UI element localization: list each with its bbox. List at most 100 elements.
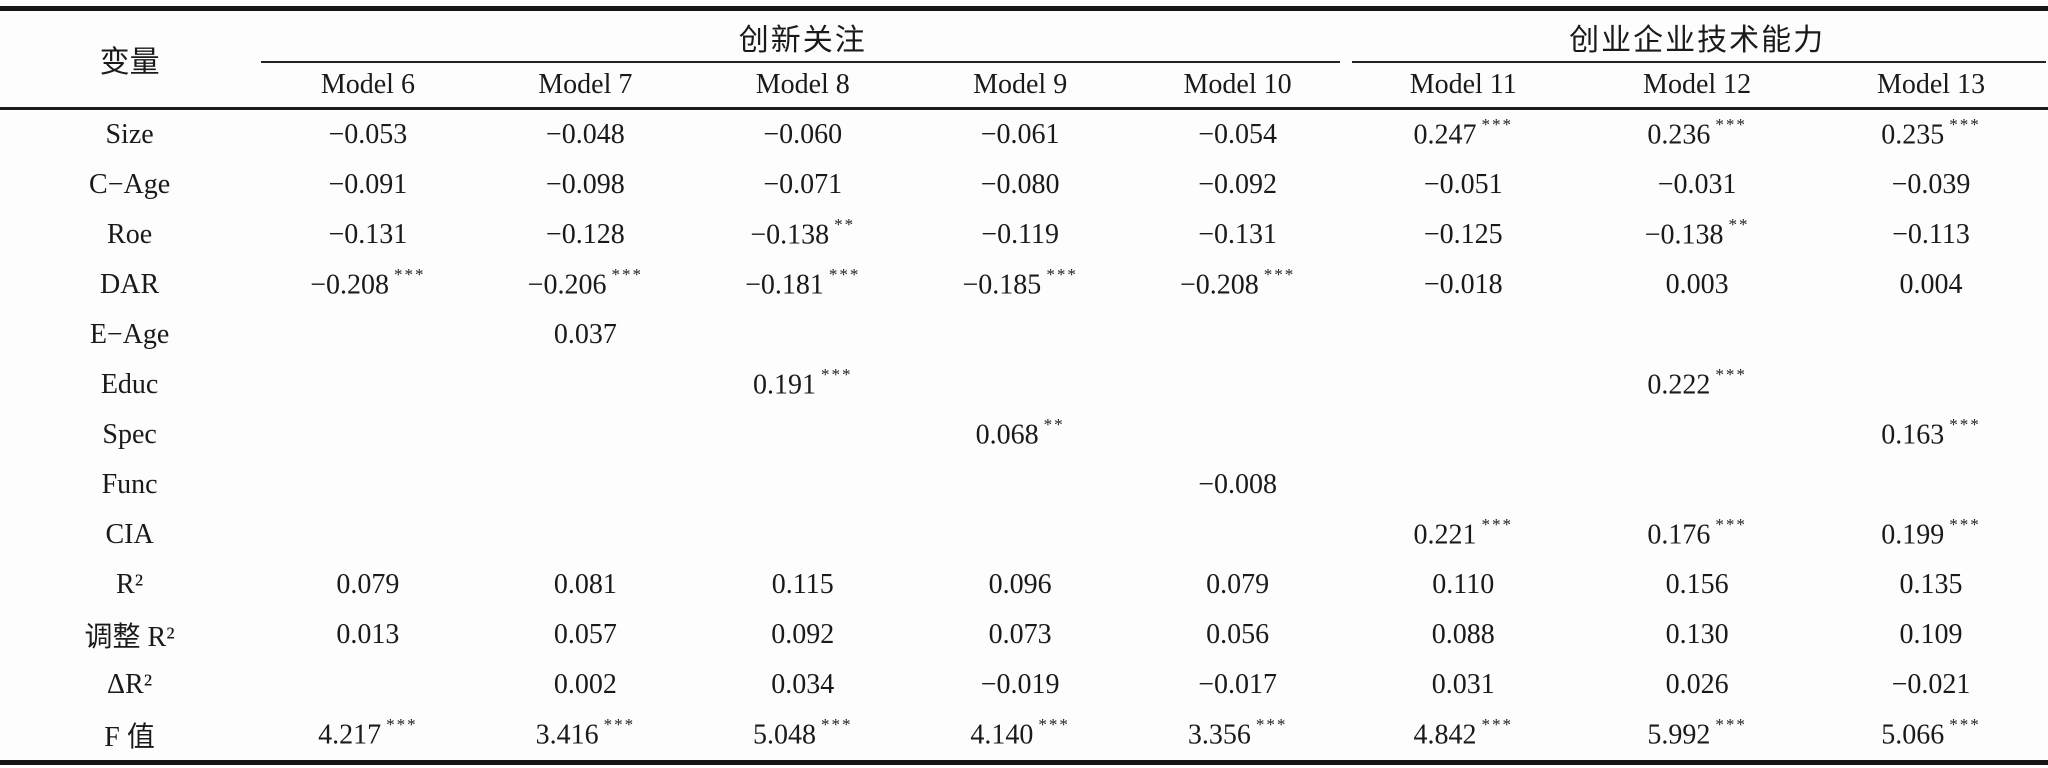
- significance-stars: ***: [820, 715, 853, 735]
- significance-stars: ***: [1949, 415, 1981, 435]
- value-cell: [259, 360, 476, 410]
- row-label: Size: [105, 119, 154, 150]
- value-cell: 0.079: [1206, 569, 1270, 600]
- value-cell: 0.068 **: [975, 415, 1065, 451]
- significance-stars: ***: [1715, 715, 1747, 735]
- value-cell: 0.092: [771, 619, 835, 650]
- table-header: 变量 创新关注 创业企业技术能力 Model 6 Model 7 Model 8…: [0, 8, 2048, 110]
- row-label: Educ: [100, 369, 159, 400]
- group-header-tech-capability: 创业企业技术能力: [1346, 9, 2048, 63]
- table-row: Educ 0.191 *** 0.222 ***: [0, 360, 2048, 410]
- group-header-row: 变量 创新关注 创业企业技术能力: [0, 8, 2048, 110]
- group-header-label: 创新关注: [738, 24, 867, 57]
- value-cell: [1346, 460, 1580, 510]
- row-label: Func: [101, 469, 158, 500]
- row-label: E−Age: [89, 319, 170, 350]
- model-header: Model 9: [911, 63, 1129, 110]
- value-cell: −0.021: [1891, 669, 1971, 700]
- value-cell: [1346, 360, 1580, 410]
- value-cell: 0.037: [553, 319, 617, 350]
- value-cell: −0.053: [328, 119, 408, 150]
- value-cell: [259, 460, 476, 510]
- group-underline: [1352, 61, 2046, 63]
- value-cell: 0.088: [1431, 619, 1495, 650]
- value-cell: −0.113: [1892, 219, 1970, 250]
- value-cell: 0.081: [553, 569, 617, 600]
- value-cell: −0.017: [1198, 669, 1277, 700]
- value-cell: [1129, 410, 1346, 460]
- value-cell: 0.163 ***: [1881, 415, 1981, 451]
- row-label: C−Age: [89, 169, 171, 200]
- row-label: Spec: [102, 419, 157, 450]
- value-cell: 0.003: [1665, 269, 1729, 300]
- value-cell: [911, 360, 1128, 410]
- table-row: C−Age −0.091 −0.098 −0.071 −0.080 −0.092 −0.05…: [0, 160, 2048, 210]
- value-cell: 0.096: [988, 569, 1052, 600]
- value-cell: 0.057: [553, 619, 617, 650]
- value-cell: [1580, 410, 1814, 460]
- table-row: Spec 0.068 ** 0.163 ***: [0, 410, 2048, 460]
- value-cell: −0.092: [1198, 169, 1277, 200]
- value-cell: 0.236 ***: [1647, 115, 1747, 151]
- group-header-label: 创业企业技术能力: [1569, 24, 1826, 57]
- value-cell: 3.356 ***: [1187, 715, 1288, 751]
- value-cell: [1580, 310, 1814, 360]
- significance-stars: ***: [1949, 515, 1981, 535]
- value-cell: −0.031: [1657, 169, 1737, 200]
- value-cell: [477, 510, 694, 560]
- value-cell: [477, 360, 694, 410]
- value-cell: 0.109: [1899, 619, 1963, 650]
- row-label: DAR: [100, 269, 160, 300]
- group-header-innovation-attention: 创新关注: [259, 9, 1346, 63]
- row-label: F 值: [104, 722, 155, 753]
- group-underline: [261, 61, 1341, 63]
- table-body: Size −0.053 −0.048 −0.060 −0.061 −0.054 0.247 *…: [0, 109, 2048, 763]
- value-cell: −0.208 ***: [310, 265, 426, 301]
- significance-stars: ***: [820, 365, 853, 385]
- value-cell: [259, 660, 476, 710]
- model-header: Model 13: [1814, 63, 2048, 110]
- significance-stars: **: [1043, 415, 1065, 435]
- value-cell: −0.048: [545, 119, 625, 150]
- table-row: 调整 R² 0.013 0.057 0.092 0.073 0.056 0.088 0.130…: [0, 610, 2048, 660]
- significance-stars: **: [1728, 215, 1750, 235]
- value-cell: [694, 510, 911, 560]
- value-cell: [259, 410, 476, 460]
- value-cell: 0.199 ***: [1881, 515, 1981, 551]
- value-cell: 5.066 ***: [1881, 715, 1981, 751]
- value-cell: −0.060: [763, 119, 843, 150]
- table-row: E−Age 0.037: [0, 310, 2048, 360]
- value-cell: [1580, 460, 1814, 510]
- value-cell: [694, 310, 911, 360]
- row-label: Roe: [107, 219, 153, 250]
- row-label: R²: [116, 569, 144, 600]
- significance-stars: ***: [1046, 265, 1078, 285]
- value-cell: [259, 510, 476, 560]
- value-cell: −0.181 ***: [745, 265, 861, 301]
- row-label: CIA: [105, 519, 154, 550]
- significance-stars: ***: [828, 265, 861, 285]
- value-cell: −0.206 ***: [527, 265, 643, 301]
- table-row: Func −0.008: [0, 460, 2048, 510]
- significance-stars: ***: [1949, 115, 1981, 135]
- value-cell: 0.056: [1206, 619, 1270, 650]
- model-header: Model 12: [1580, 63, 1815, 110]
- value-cell: [1129, 310, 1346, 360]
- value-cell: 5.048 ***: [752, 715, 853, 751]
- value-cell: [694, 460, 911, 510]
- value-cell: 4.140 ***: [970, 715, 1070, 751]
- value-cell: −0.039: [1891, 169, 1971, 200]
- significance-stars: ***: [1481, 115, 1513, 135]
- significance-stars: ***: [1481, 515, 1513, 535]
- value-cell: −0.128: [545, 219, 625, 250]
- model-header: Model 11: [1346, 63, 1581, 110]
- value-cell: [477, 460, 694, 510]
- significance-stars: ***: [1715, 365, 1747, 385]
- value-cell: 0.221 ***: [1413, 515, 1513, 551]
- value-cell: [1814, 360, 2048, 410]
- row-label: ΔR²: [107, 669, 153, 700]
- value-cell: [694, 410, 911, 460]
- significance-stars: ***: [1263, 265, 1296, 285]
- value-cell: 0.191 ***: [752, 365, 853, 401]
